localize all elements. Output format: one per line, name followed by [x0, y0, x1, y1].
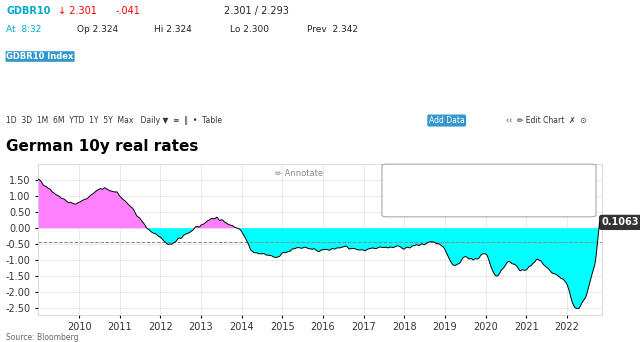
Text: Low on 03/07/22: Low on 03/07/22: [421, 206, 491, 214]
Text: Add Data: Add Data: [429, 116, 465, 125]
Text: ↓: ↓: [399, 206, 406, 214]
Text: -0.4261: -0.4261: [547, 194, 579, 203]
Text: -2.5842: -2.5842: [547, 206, 579, 214]
Text: ↑: ↑: [399, 183, 406, 192]
FancyBboxPatch shape: [382, 164, 596, 217]
Text: German 10y real rates: German 10y real rates: [6, 139, 199, 154]
Text: 1D  3D  1M  6M  YTD  1Y  5Y  Max   Daily ▼  ≡  ‖  •  Table: 1D 3D 1M 6M YTD 1Y 5Y Max Daily ▼ ≡ ‖ • …: [6, 116, 223, 125]
Text: Spread: Spread: [421, 172, 451, 181]
Text: High on 06/11/09: High on 06/11/09: [421, 183, 494, 192]
Text: ↓ 2.301: ↓ 2.301: [58, 6, 97, 16]
Text: 0.1063: 0.1063: [550, 172, 579, 181]
Text: GDBR10 Index: GDBR10 Index: [6, 52, 74, 61]
Text: Prev  2.342: Prev 2.342: [307, 25, 358, 34]
Text: At  8:32: At 8:32: [6, 25, 42, 34]
Text: ↂ ⓒ: ↂ ⓒ: [563, 90, 581, 100]
Text: ✏ Annotate: ✏ Annotate: [275, 169, 323, 178]
Text: 01/01/2000  ≡  10/11/2022 ⊡  ‹  ›   Local CCY ▾: 01/01/2000 ≡ 10/11/2022 ⊡ ‹ › Local CCY …: [6, 90, 185, 100]
Text: ■: ■: [399, 172, 407, 181]
Text: ‹‹  ✏ Edit Chart  ✗  ⊙: ‹‹ ✏ Edit Chart ✗ ⊙: [506, 116, 586, 125]
Text: Hi 2.324: Hi 2.324: [154, 25, 191, 34]
Text: 98 Actions ▾  97 Edit ▾: 98 Actions ▾ 97 Edit ▾: [352, 52, 445, 61]
Text: G 2062: 10y German real rates: G 2062: 10y German real rates: [499, 52, 630, 61]
Text: Lo 2.300: Lo 2.300: [230, 25, 269, 34]
Text: GDBR10: GDBR10: [6, 6, 51, 16]
Text: 0.1063: 0.1063: [602, 218, 639, 227]
Text: -.041: -.041: [115, 6, 140, 16]
Text: 2.301 / 2.293: 2.301 / 2.293: [224, 6, 289, 16]
Text: —: —: [399, 194, 407, 203]
Text: Average: Average: [421, 194, 456, 203]
Text: Source: Bloomberg: Source: Bloomberg: [6, 333, 79, 342]
Text: 1.8019: 1.8019: [550, 183, 579, 192]
Text: Op 2.324: Op 2.324: [77, 25, 118, 34]
